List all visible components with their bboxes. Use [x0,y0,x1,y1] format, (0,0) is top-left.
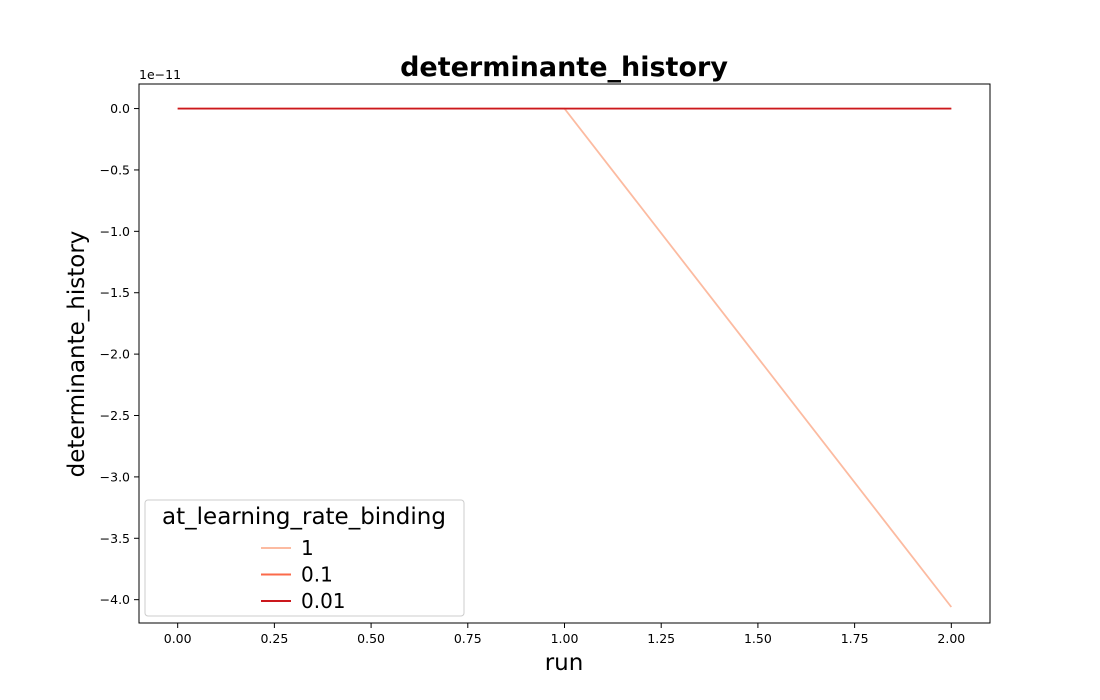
legend: at_learning_rate_binding 1 0.10.01 [144,499,465,617]
x-tick-label: 1.50 [744,631,772,646]
y-offset-label: 1e−11 [139,67,181,82]
y-tick-label: −1.5 [100,285,130,300]
y-tick-label: −4.0 [100,592,130,607]
x-tick-label: 1.00 [551,631,579,646]
x-tick-label: 0.25 [260,631,288,646]
y-tick-label: −1.0 [100,224,130,239]
y-tick-label: −3.0 [100,469,130,484]
legend-entries: 1 0.10.01 [261,536,346,613]
y-tick-label: −3.5 [100,531,130,546]
x-tick-label: 0.75 [454,631,482,646]
x-tick-label: 2.00 [937,631,965,646]
y-tick-label: −2.0 [100,347,130,362]
x-tick-label: 1.25 [647,631,675,646]
x-axis-label: run [545,650,584,676]
legend-label-2: 0.01 [301,589,346,613]
x-axis: 0.00 0.25 0.50 0.75 1.00 1.25 1.50 1.75 2.00 [164,623,965,646]
x-tick-label: 0.00 [164,631,192,646]
legend-title: at_learning_rate_binding [162,504,446,530]
chart-title: determinante_history [400,52,728,83]
x-tick-label: 0.50 [357,631,385,646]
legend-label-1: 0.1 [301,563,333,587]
x-tick-label: 1.75 [841,631,869,646]
y-axis: 0.0 −0.5 −1.0 −1.5 −2.0 −2.5 −3.0 −3.5 −4.0 [100,101,139,607]
legend-box [144,499,465,617]
y-tick-label: 0.0 [110,101,130,116]
y-tick-label: −2.5 [100,408,130,423]
y-axis-label: determinante_history [64,231,90,478]
y-tick-label: −0.5 [100,162,130,177]
legend-label-0: 1 [301,536,314,560]
series-lines [177,107,953,608]
